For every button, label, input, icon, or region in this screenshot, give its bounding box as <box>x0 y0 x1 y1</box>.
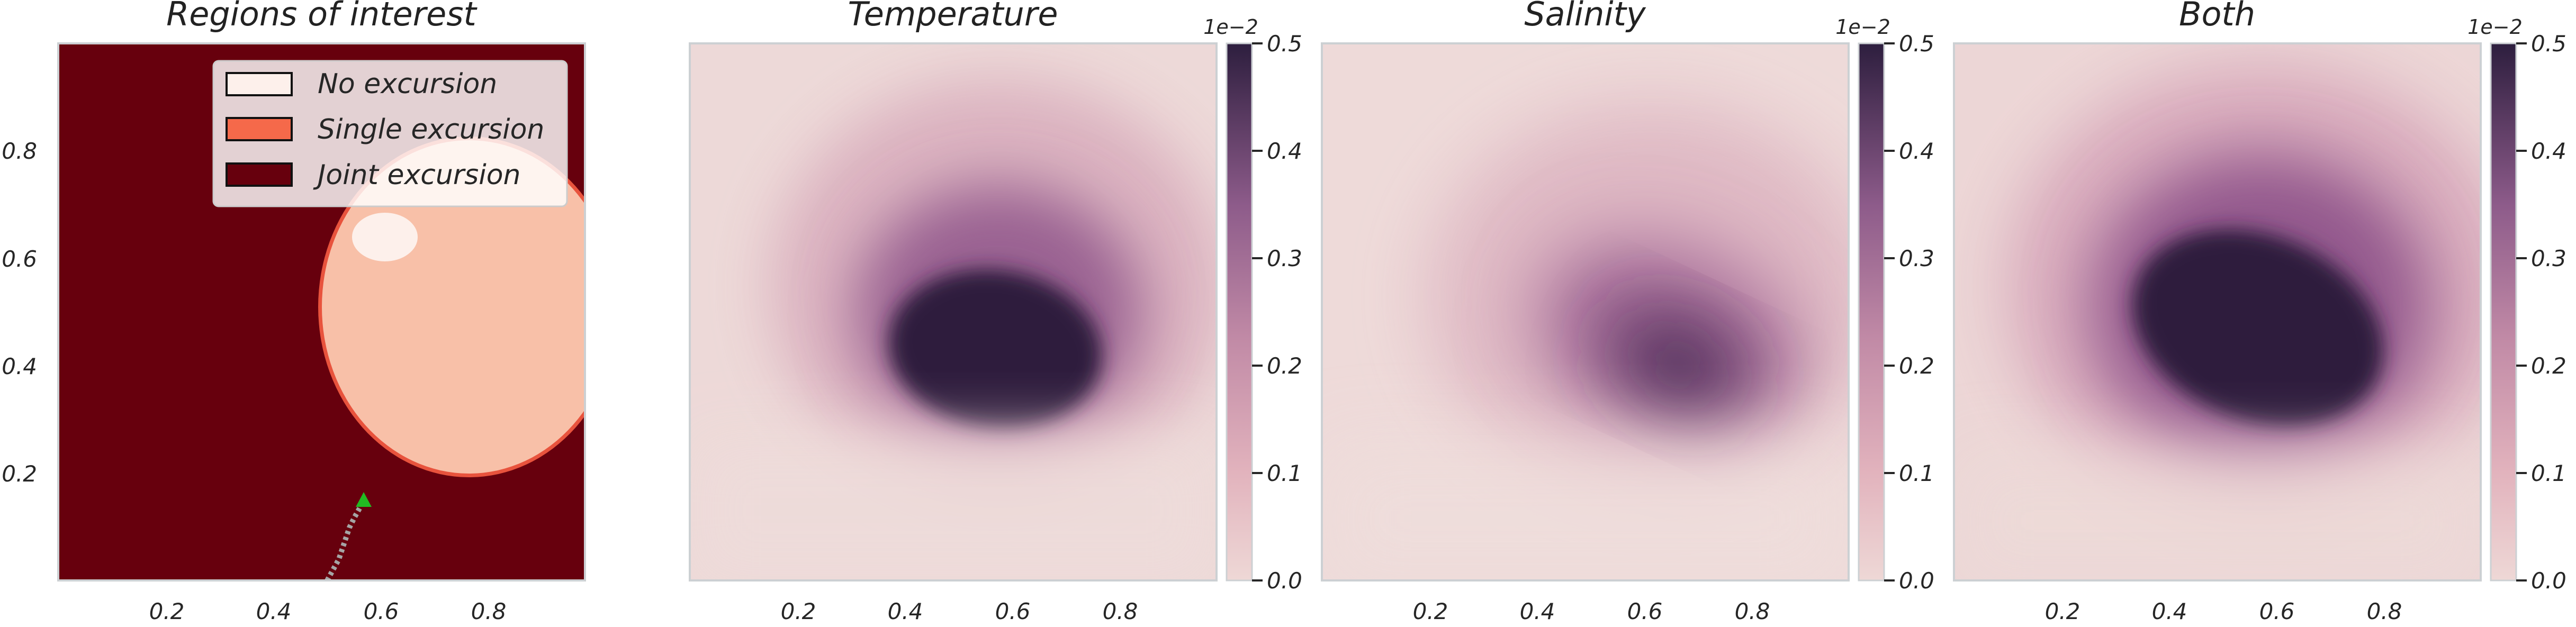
panel-regions: Regions of interest No excursion Single … <box>2 0 586 624</box>
colorbar-ticks <box>2516 42 2527 581</box>
heatmap-lower-fade <box>1954 450 2481 580</box>
x-tick-label: 0.2 <box>781 598 816 624</box>
legend-label-single-excursion: Single excursion <box>318 114 544 146</box>
legend-swatch-single-excursion <box>226 117 293 141</box>
x-tick-label: 0.2 <box>149 598 185 624</box>
x-tick-label: 0.4 <box>256 598 292 624</box>
colorbar-ticks <box>1252 42 1263 581</box>
x-tick-label: 0.6 <box>1627 598 1663 624</box>
regions-y-ticks: 0.8 0.6 0.4 0.2 <box>2 138 37 487</box>
panel-both-title: Both <box>2179 0 2255 33</box>
x-tick-label: 0.6 <box>364 598 399 624</box>
colorbar-tick-label: 0.3 <box>1267 246 1302 271</box>
colorbar-tick-label: 0.5 <box>1267 31 1302 57</box>
colorbar-tick-label: 0.0 <box>2531 568 2566 594</box>
colorbar-exponent: 1e−2 <box>1203 15 1258 39</box>
x-tick-label: 0.4 <box>888 598 923 624</box>
y-tick-label: 0.6 <box>2 246 37 272</box>
panel-salinity-title: Salinity <box>1524 0 1646 33</box>
x-tick-label: 0.6 <box>995 598 1031 624</box>
x-tick-label: 0.8 <box>471 598 507 624</box>
colorbar-tick-label: 0.4 <box>1899 138 1934 164</box>
colorbar-tick-label: 0.0 <box>1899 568 1934 594</box>
x-tick-label: 0.2 <box>2045 598 2080 624</box>
region-no-excursion <box>352 213 418 261</box>
colorbar-tick-label: 0.1 <box>1899 460 1934 486</box>
temperature-x-ticks: 0.2 0.4 0.6 0.8 <box>781 598 1138 624</box>
heatmap-core <box>2132 229 2383 427</box>
colorbar-ticks <box>1884 42 1895 581</box>
colorbar-tick-label: 0.2 <box>2531 353 2566 379</box>
x-tick-label: 0.8 <box>1735 598 1770 624</box>
colorbar-tick-label: 0.4 <box>2531 138 2566 164</box>
colorbar-tick-label: 0.3 <box>2531 246 2566 271</box>
x-tick-label: 0.4 <box>2152 598 2187 624</box>
salinity-heatmap <box>1322 43 1849 580</box>
colorbar-exponent: 1e−2 <box>1835 15 1890 39</box>
salinity-frame <box>1321 42 1850 581</box>
x-tick-label: 0.6 <box>2259 598 2295 624</box>
temperature-heatmap <box>690 43 1217 580</box>
colorbar-tick-label: 0.5 <box>1899 31 1934 57</box>
legend-label-joint-excursion: Joint excursion <box>313 159 520 191</box>
x-tick-label: 0.4 <box>1520 598 1555 624</box>
y-tick-label: 0.8 <box>2 138 37 164</box>
heatmap-lower-fade <box>1322 444 1849 580</box>
panel-temperature: Temperature 0.2 0.4 0.6 0.8 1e−2 <box>689 0 1302 624</box>
legend-swatch-no-excursion <box>226 72 293 96</box>
regions-frame <box>57 42 586 581</box>
legend: No excursion Single excursion Joint excu… <box>212 60 568 207</box>
colorbar-tick-label: 0.2 <box>1899 353 1934 379</box>
colorbar-tick-label: 0.1 <box>2531 460 2566 486</box>
panel-temperature-title: Temperature <box>848 0 1058 33</box>
heatmap-lower-fade <box>690 434 1217 580</box>
panel-both: Both 0.2 0.4 0.6 0.8 1e−2 <box>1953 0 2566 624</box>
salinity-colorbar: 1e−2 0.0 0.1 0.2 0.3 0.4 0.5 <box>1835 15 1934 594</box>
colorbar-tick-label: 0.1 <box>1267 460 1302 486</box>
trajectory-path <box>325 499 366 580</box>
regions-x-ticks: 0.2 0.4 0.6 0.8 <box>149 598 507 624</box>
heatmap-core <box>1613 317 1743 413</box>
x-tick-label: 0.8 <box>2367 598 2402 624</box>
temperature-frame <box>689 42 1218 581</box>
legend-label-no-excursion: No excursion <box>318 68 497 100</box>
panel-regions-title: Regions of interest <box>166 0 478 33</box>
x-tick-label: 0.2 <box>1413 598 1448 624</box>
both-heatmap <box>1954 43 2481 580</box>
legend-box <box>212 60 568 207</box>
colorbar-tick-label: 0.5 <box>2531 31 2566 57</box>
heatmap-core <box>888 269 1102 430</box>
colorbar-tick-label: 0.0 <box>1267 568 1302 594</box>
both-x-ticks: 0.2 0.4 0.6 0.8 <box>2045 598 2402 624</box>
panel-salinity: Salinity 0.2 0.4 0.6 0.8 1e−2 <box>1321 0 1934 624</box>
colorbar-exponent: 1e−2 <box>2467 15 2523 39</box>
salinity-x-ticks: 0.2 0.4 0.6 0.8 <box>1413 598 1770 624</box>
y-tick-label: 0.4 <box>2 353 37 379</box>
colorbar-gradient <box>1226 42 1253 581</box>
trajectory-current-marker <box>356 492 372 507</box>
temperature-colorbar: 1e−2 0.0 0.1 0.2 0.3 0.4 0.5 <box>1203 15 1302 594</box>
legend-swatch-joint-excursion <box>226 162 293 187</box>
colorbar-gradient <box>2490 42 2517 581</box>
both-colorbar: 1e−2 0.0 0.1 0.2 0.3 0.4 0.5 <box>2467 15 2566 594</box>
colorbar-gradient <box>1858 42 1885 581</box>
colorbar-tick-label: 0.3 <box>1899 246 1934 271</box>
colorbar-tick-label: 0.2 <box>1267 353 1302 379</box>
x-tick-label: 0.8 <box>1103 598 1138 624</box>
y-tick-label: 0.2 <box>2 461 37 487</box>
colorbar-tick-label: 0.4 <box>1267 138 1302 164</box>
both-frame <box>1953 42 2482 581</box>
